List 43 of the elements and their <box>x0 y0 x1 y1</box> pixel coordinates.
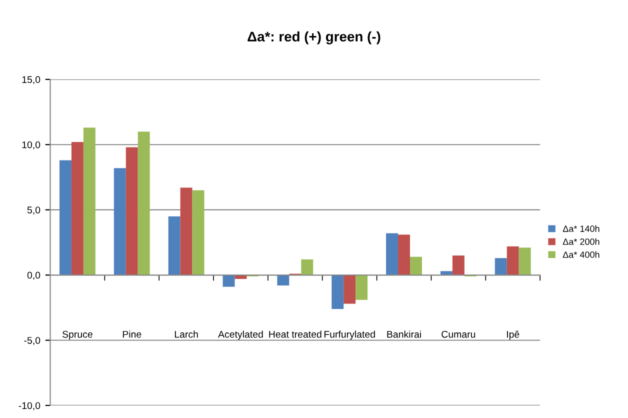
x-tick-label: Ipê <box>507 330 520 340</box>
x-tick-label: Heat treated <box>269 330 322 338</box>
y-tick-label: 5,0 <box>27 206 40 215</box>
bar <box>356 275 368 300</box>
bar <box>168 216 180 276</box>
bar <box>506 246 519 276</box>
x-tick-label: Bankirai <box>387 330 421 338</box>
legend-label: Δa* 400h <box>562 251 600 258</box>
bar <box>332 275 344 309</box>
legend-label: Δa* 140h <box>562 225 600 232</box>
bar <box>71 142 84 276</box>
bar <box>192 190 204 276</box>
bar <box>83 128 96 276</box>
bar <box>234 275 247 279</box>
x-tick-label: Acetylated <box>218 330 263 340</box>
y-tick-label: 15,0 <box>22 76 40 84</box>
x-tick-label: Spruce <box>62 330 92 340</box>
y-tick-label: 0,0 <box>27 272 40 280</box>
bar <box>440 271 452 276</box>
bar <box>386 233 398 276</box>
bar <box>301 259 314 276</box>
bar <box>344 275 356 304</box>
y-tick-label: -5,0 <box>24 336 40 346</box>
bar <box>59 160 72 276</box>
bar <box>398 234 410 276</box>
legend-label: Δa* 200h <box>562 238 600 245</box>
bar <box>518 248 531 276</box>
bar <box>494 258 507 276</box>
bar <box>277 275 290 286</box>
bar <box>410 256 422 276</box>
bar <box>138 132 150 276</box>
bar <box>126 147 138 276</box>
bar <box>114 168 126 276</box>
y-tick-label: 10,0 <box>22 141 40 150</box>
y-tick-label: -10,0 <box>18 402 40 410</box>
x-tick-label: Pine <box>122 330 142 338</box>
x-tick-label: Larch <box>174 330 198 338</box>
x-tick-label: Furfurylated <box>324 330 375 340</box>
x-tick-label: Cumaru <box>442 330 476 338</box>
bar <box>452 255 464 276</box>
chart-title: Δa*: red (+) green (-) <box>248 31 380 44</box>
bar <box>180 188 192 276</box>
bar <box>222 275 235 287</box>
